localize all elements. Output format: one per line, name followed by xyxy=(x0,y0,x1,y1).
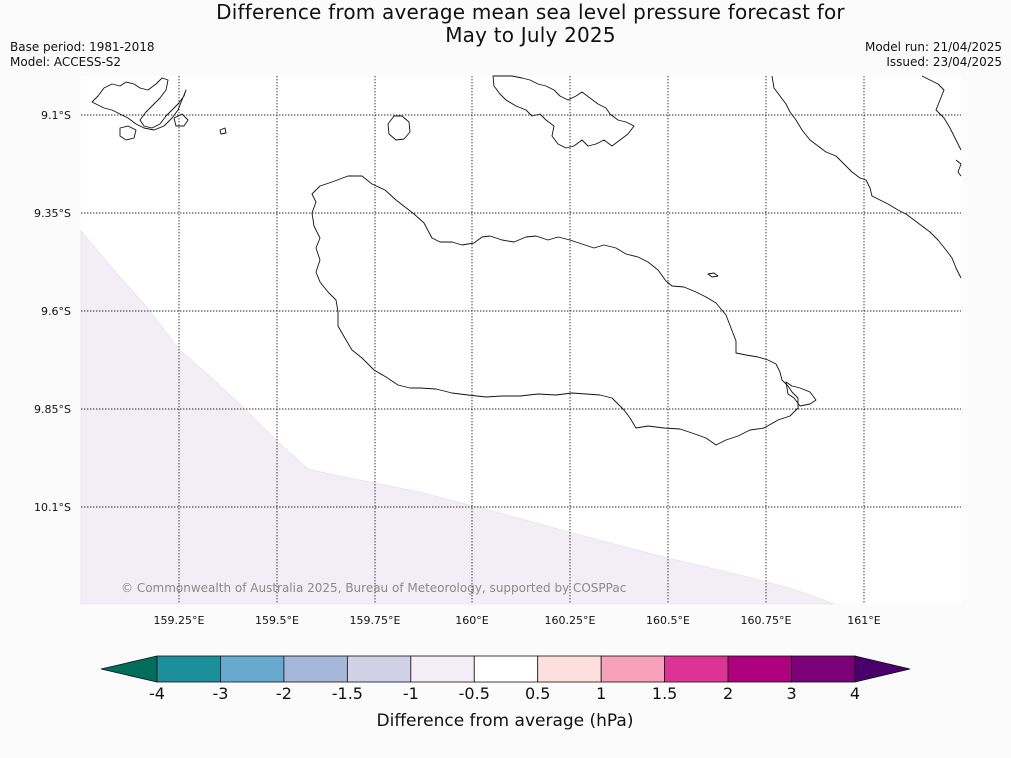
coastlines xyxy=(91,75,962,446)
run-info-right: Model run: 21/04/2025 Issued: 23/04/2025 xyxy=(865,40,1002,70)
colorbar-tick-label: 0.5 xyxy=(525,684,550,703)
model-run-date: Model run: 21/04/2025 xyxy=(864,40,1002,54)
colorbar-cell xyxy=(283,655,348,683)
colorbar-cells xyxy=(156,655,856,683)
nggela-islands-coastline xyxy=(492,75,635,149)
longitude-labels: 159.25°E 159.5°E 159.75°E 160°E 160.25°E… xyxy=(154,614,881,627)
northwest-islet-a-coastline xyxy=(173,113,189,127)
colorbar-cell xyxy=(473,655,539,683)
guadalcanal-coastline xyxy=(311,175,799,446)
colorbar-tick-label: 3 xyxy=(786,684,796,703)
colorbar-tick-labels: -4 -3 -2 -1.5 -1 -0.5 0.5 1 1.5 2 3 4 xyxy=(149,684,860,703)
northwest-islet-c-coastline xyxy=(219,127,227,135)
latitude-labels: 9.1°S 9.35°S 9.6°S 9.85°S 10.1°S xyxy=(34,109,71,514)
pressure-anomaly-shading xyxy=(80,230,836,605)
lon-label: 160.75°E xyxy=(741,614,792,627)
longitude-gridlines xyxy=(178,76,865,604)
colorbar-tick-label: 1.5 xyxy=(652,684,677,703)
map-title: Difference from average mean sea level p… xyxy=(0,1,1011,47)
colorbar-tick-label: 4 xyxy=(850,684,860,703)
malaita-north-coastline xyxy=(921,75,962,151)
colorbar-cell xyxy=(537,655,602,683)
colorbar-max-extension xyxy=(854,655,911,683)
title-line-1: Difference from average mean sea level p… xyxy=(216,0,845,24)
lon-label: 161°E xyxy=(847,614,880,627)
lon-label: 160.5°E xyxy=(646,614,690,627)
colorbar-tick-label: -0.5 xyxy=(459,684,490,703)
colorbar-tick-label: -4 xyxy=(149,684,165,703)
colorbar-cell xyxy=(791,655,856,683)
latitude-gridlines xyxy=(81,114,961,508)
colorbar-tick-label: -3 xyxy=(212,684,228,703)
colorbar-cell xyxy=(220,655,285,683)
lat-label: 9.6°S xyxy=(41,305,71,318)
malaita-cape-coastline xyxy=(955,159,962,177)
lon-label: 160°E xyxy=(455,614,488,627)
model-name: Model: ACCESS-S2 xyxy=(10,55,122,69)
colorbar-cell xyxy=(346,655,412,683)
lon-label: 159.25°E xyxy=(154,614,205,627)
copyright-notice: © Commonwealth of Australia 2025, Bureau… xyxy=(121,581,626,595)
colorbar-tick-label: -1.5 xyxy=(332,684,363,703)
east-islet-coastline xyxy=(785,381,817,407)
lat-label: 9.35°S xyxy=(34,207,71,220)
colorbar: -4 -3 -2 -1.5 -1 -0.5 0.5 1 1.5 2 3 4 Difference fr… xyxy=(100,655,911,731)
run-info-left: Base period: 1981-2018 Model: ACCESS-S2 xyxy=(10,40,155,70)
colorbar-tick-label: 2 xyxy=(723,684,733,703)
savo-island-coastline xyxy=(387,115,411,141)
lon-label: 160.25°E xyxy=(545,614,596,627)
lat-label: 9.85°S xyxy=(34,403,71,416)
colorbar-tick-label: 1 xyxy=(596,684,606,703)
colorbar-cell xyxy=(156,655,221,683)
colorbar-cell xyxy=(727,655,792,683)
colorbar-tick-label: -2 xyxy=(276,684,292,703)
lon-label: 159.5°E xyxy=(255,614,299,627)
lon-label: 159.75°E xyxy=(350,614,401,627)
base-period: Base period: 1981-2018 xyxy=(10,40,155,54)
title-line-2: May to July 2025 xyxy=(445,23,616,47)
northwest-islands-coastline xyxy=(91,77,187,131)
issued-date: Issued: 23/04/2025 xyxy=(886,55,1002,69)
lat-label: 9.1°S xyxy=(41,109,71,122)
colorbar-min-extension xyxy=(100,655,158,683)
northwest-islet-b-coastline xyxy=(119,125,137,141)
colorbar-title: Difference from average (hPa) xyxy=(377,711,634,731)
colorbar-cell xyxy=(600,655,666,683)
lat-label: 10.1°S xyxy=(34,501,71,514)
colorbar-cell xyxy=(664,655,729,683)
colorbar-tick-label: -1 xyxy=(403,684,419,703)
malaita-coastline xyxy=(771,75,962,279)
colorbar-cell xyxy=(410,655,475,683)
mid-islet-coastline xyxy=(707,272,719,278)
